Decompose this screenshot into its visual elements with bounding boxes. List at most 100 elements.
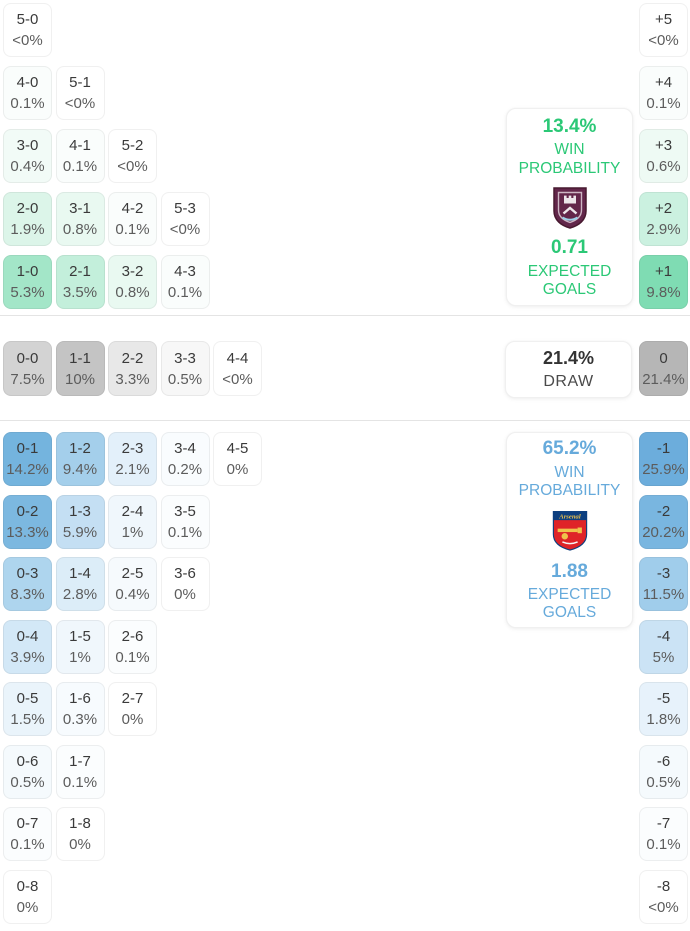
cell-score-label: 5-2 — [121, 137, 144, 154]
goal-diff-cell: -1 25.9% — [639, 432, 688, 486]
home-score-cell: 5-1 <0% — [55, 66, 105, 120]
cell-probability-label: 25.9% — [642, 461, 685, 478]
cell-score-label: 1-6 — [69, 690, 91, 707]
away-win-probability-card: 65.2% WIN PROBABILITY Arsenal 1.88 EXPEC… — [506, 432, 633, 628]
cell-probability-label: 3.5% — [62, 284, 98, 301]
cell-probability-label: 0.8% — [62, 221, 98, 238]
cell-score-label: -5 — [656, 690, 671, 707]
away-expected-goals-label: EXPECTED GOALS — [527, 586, 612, 622]
cell-score-label: 0-0 — [16, 349, 39, 367]
cell-score-label: 0-4 — [16, 627, 39, 645]
cell-score-label: -4 — [656, 627, 671, 645]
goal-diff-cell: -5 1.8% — [639, 682, 688, 736]
cell-probability-label: 0.5% — [167, 370, 203, 388]
cell-score-label: 0-7 — [16, 815, 39, 832]
cell-score-label: 1-5 — [69, 627, 91, 645]
goal-diff-cell: +4 0.1% — [639, 66, 688, 120]
home-score-cell: 3-1 0.8% — [55, 192, 105, 246]
cell-score-label: 0-1 — [16, 440, 39, 457]
cell-score-label: 3-3 — [174, 349, 196, 367]
cell-score-label: 1-0 — [16, 263, 39, 280]
cell-probability-label: 0.1% — [646, 836, 681, 853]
cell-score-label: +4 — [654, 74, 673, 91]
home-score-cell: 5-0 <0% — [3, 3, 52, 57]
cell-score-label: -8 — [656, 877, 671, 895]
cell-probability-label: 20.2% — [642, 523, 685, 541]
away-score-cell: 1-7 0.1% — [55, 744, 105, 799]
cell-score-label: 2-0 — [16, 200, 39, 217]
cell-score-label: -2 — [656, 502, 671, 520]
cell-probability-label: 0% — [16, 898, 39, 916]
cell-probability-label: 21.4% — [642, 370, 685, 388]
home-win-probability-value: 13.4% — [542, 115, 597, 137]
draw-score-cell: 0-0 7.5% — [3, 341, 52, 396]
away-score-cell: 1-4 2.8% — [55, 557, 105, 611]
cell-score-label: 0-3 — [16, 565, 39, 582]
cell-probability-label: 0.1% — [167, 284, 203, 301]
cell-score-label: 4-1 — [69, 137, 91, 154]
section-divider-bottom — [0, 420, 690, 421]
home-score-cell: 3-2 0.8% — [108, 255, 157, 309]
draw-score-cell: 3-3 0.5% — [160, 341, 210, 396]
cell-probability-label: 1.8% — [646, 711, 681, 728]
away-score-cell: 3-6 0% — [160, 557, 210, 611]
cell-score-label: 1-8 — [69, 815, 91, 832]
cell-score-label: 3-4 — [174, 440, 196, 457]
cell-score-label: 3-6 — [174, 565, 196, 582]
goal-diff-home-column: +5 <0% +4 0.1% +3 0.6% +2 2.9% +1 9.8% — [639, 3, 688, 309]
cell-probability-label: <0% — [64, 95, 96, 112]
home-score-cell: 5-3 <0% — [160, 192, 210, 246]
away-score-cell: 1-5 1% — [55, 619, 105, 674]
cell-score-label: +2 — [654, 200, 673, 217]
cell-probability-label: 3.3% — [115, 370, 150, 388]
goal-diff-cell: -2 20.2% — [639, 494, 688, 549]
home-score-cell: 4-3 0.1% — [160, 255, 210, 309]
away-score-cell: 0-3 8.3% — [3, 557, 52, 611]
cell-probability-label: 0% — [121, 711, 144, 728]
cell-probability-label: 0.5% — [646, 773, 681, 791]
cell-probability-label: <0% — [222, 370, 253, 388]
cell-score-label: 0-8 — [16, 877, 39, 895]
draw-probability-label: DRAW — [543, 372, 594, 390]
goal-diff-cell: -4 5% — [639, 619, 688, 674]
cell-probability-label: 0.2% — [167, 461, 203, 478]
cell-probability-label: 0% — [174, 586, 196, 603]
burnley-crest-icon — [551, 187, 589, 229]
away-win-probability-label: WIN PROBABILITY — [518, 463, 621, 500]
cell-probability-label: 0.6% — [646, 158, 681, 175]
away-score-cell: 1-8 0% — [55, 807, 105, 861]
cell-score-label: 4-4 — [226, 349, 249, 367]
away-score-cell: 3-5 0.1% — [160, 494, 210, 549]
cell-score-label: 2-3 — [121, 440, 144, 457]
home-score-cell: 2-1 3.5% — [55, 255, 105, 309]
cell-score-label: 4-0 — [16, 74, 39, 91]
cell-score-label: 2-4 — [121, 502, 144, 520]
home-score-cell: 5-2 <0% — [108, 129, 157, 183]
cell-probability-label: 1.5% — [10, 711, 45, 728]
cell-probability-label: 2.1% — [115, 461, 150, 478]
away-score-cell: 2-7 0% — [108, 682, 157, 736]
away-score-cell: 0-8 0% — [3, 869, 52, 924]
cell-score-label: -3 — [656, 565, 671, 582]
away-score-cell: 0-1 14.2% — [3, 432, 52, 486]
cell-score-label: 5-3 — [174, 200, 196, 217]
home-expected-goals-label: EXPECTED GOALS — [527, 262, 612, 298]
cell-probability-label: 13.3% — [6, 523, 49, 541]
cell-score-label: 0-6 — [16, 752, 39, 770]
away-score-cell: 1-2 9.4% — [55, 432, 105, 486]
away-score-cell: 0-6 0.5% — [3, 744, 52, 799]
cell-probability-label: 0% — [226, 461, 249, 478]
cell-score-label: 2-7 — [121, 690, 144, 707]
away-score-cell: 0-5 1.5% — [3, 682, 52, 736]
cell-probability-label: <0% — [12, 32, 43, 49]
cell-score-label: 3-5 — [174, 502, 196, 520]
arsenal-crest-text: Arsenal — [558, 513, 581, 520]
cell-probability-label: 0.3% — [62, 711, 98, 728]
draw-score-cell: 1-1 10% — [55, 341, 105, 396]
cell-probability-label: 5% — [652, 648, 675, 666]
cell-probability-label: 2.9% — [646, 221, 681, 238]
goal-diff-cell: -6 0.5% — [639, 744, 688, 799]
draw-probability-card: 21.4% DRAW — [505, 341, 632, 398]
away-score-cell: 1-3 5.9% — [55, 494, 105, 549]
cell-score-label: 5-1 — [69, 74, 91, 91]
